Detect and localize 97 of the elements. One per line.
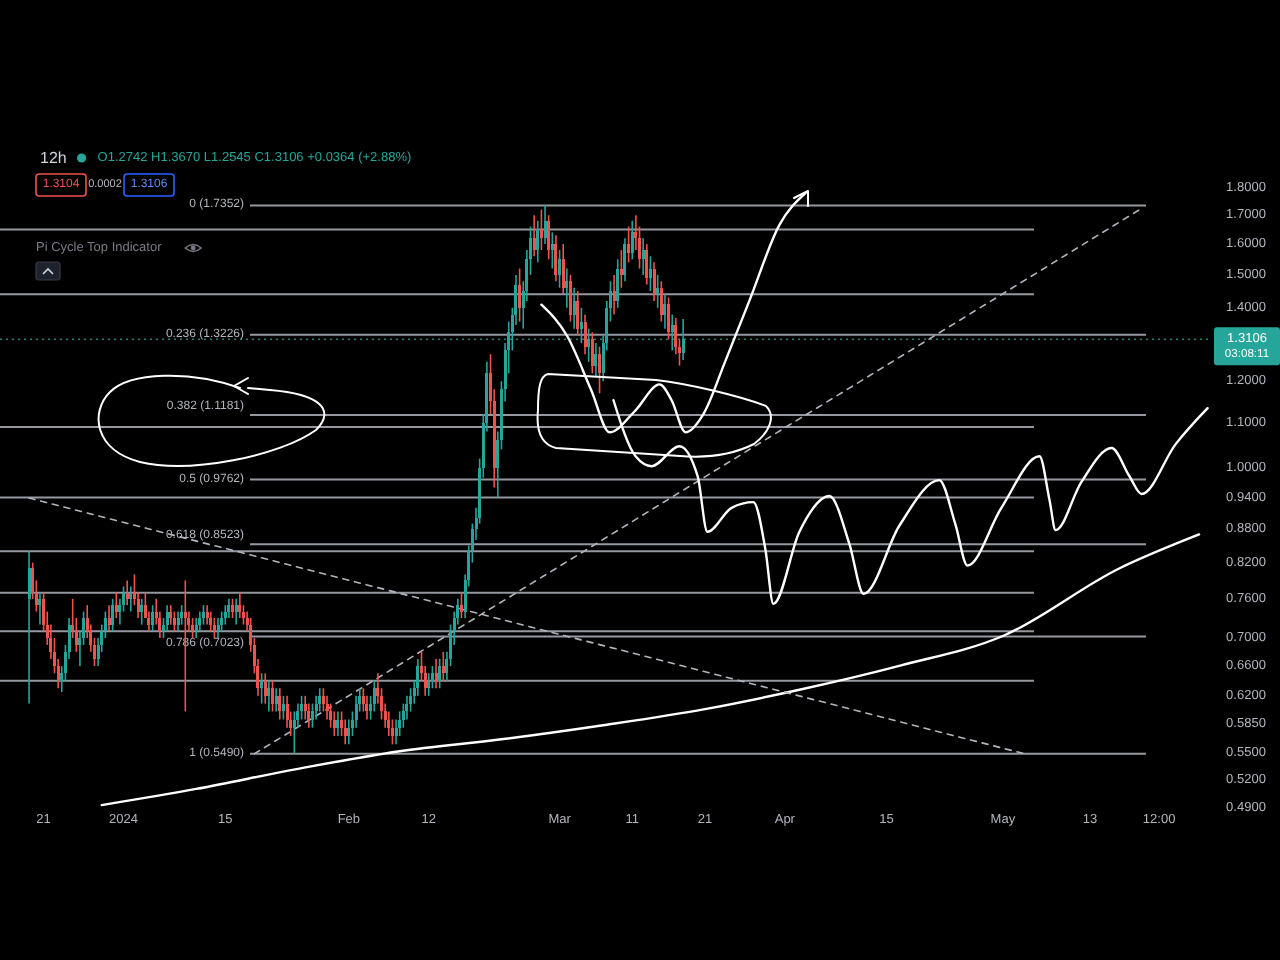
candlestick xyxy=(114,591,118,619)
candlestick xyxy=(565,267,569,309)
candlestick xyxy=(645,243,649,286)
candlestick xyxy=(576,290,580,337)
candlestick xyxy=(619,249,623,289)
candlestick xyxy=(220,610,224,633)
candlestick xyxy=(201,604,205,626)
candlestick xyxy=(310,702,314,729)
candlestick xyxy=(568,274,572,323)
candlestick xyxy=(169,604,173,626)
candlestick xyxy=(260,672,264,705)
candlestick xyxy=(532,214,536,257)
candlestick xyxy=(561,243,565,296)
candlestick xyxy=(278,687,282,721)
candlestick xyxy=(231,598,235,619)
candlestick xyxy=(343,718,347,746)
candlestick xyxy=(318,687,322,713)
candlestick xyxy=(212,617,216,639)
candlestick xyxy=(129,585,133,613)
candlestick xyxy=(663,293,667,330)
candlestick xyxy=(347,718,351,746)
candlestick xyxy=(332,710,336,737)
candlestick xyxy=(434,658,438,690)
candlestick xyxy=(536,220,540,264)
candlestick xyxy=(372,679,376,713)
candlestick xyxy=(191,617,195,639)
candlestick xyxy=(238,591,242,619)
candlestick xyxy=(216,617,220,639)
candlestick xyxy=(271,679,275,713)
candlestick xyxy=(223,604,227,626)
candlestick xyxy=(165,604,169,633)
candlestick xyxy=(550,231,554,270)
candlestick xyxy=(361,687,365,713)
candlestick xyxy=(409,687,413,713)
candlestick xyxy=(198,610,202,633)
candlestick xyxy=(659,280,663,323)
candlestick xyxy=(27,550,31,705)
candlestick xyxy=(387,710,391,737)
candlestick xyxy=(641,237,645,276)
candlestick xyxy=(140,598,144,626)
candlestick xyxy=(209,610,213,633)
candlestick xyxy=(234,598,238,626)
candlestick xyxy=(430,665,434,690)
candlestick xyxy=(539,208,543,251)
candlestick xyxy=(459,591,463,619)
candlestick xyxy=(111,598,115,633)
candlestick xyxy=(398,710,402,737)
candlestick xyxy=(547,214,551,261)
candlestick xyxy=(147,610,151,633)
candlestick xyxy=(438,658,442,690)
candlestick xyxy=(321,687,325,713)
candlestick xyxy=(623,237,627,283)
candlestick xyxy=(656,274,660,309)
candlestick xyxy=(572,286,576,330)
candlestick xyxy=(648,255,652,292)
candlestick xyxy=(151,604,155,633)
candlestick xyxy=(630,220,634,261)
candlestick xyxy=(427,672,431,697)
candlestick xyxy=(612,274,616,316)
candlestick xyxy=(583,313,587,355)
candlestick xyxy=(227,598,231,619)
candlestick xyxy=(340,710,344,737)
candlestick xyxy=(558,249,562,289)
candlestick xyxy=(183,579,187,713)
candlestick xyxy=(401,702,405,729)
candlestick xyxy=(205,604,209,626)
candlestick xyxy=(292,710,296,755)
candlestick xyxy=(627,225,631,264)
candlestick xyxy=(390,718,394,746)
candlestick xyxy=(329,702,333,729)
candlestick xyxy=(441,651,445,682)
candlestick xyxy=(274,687,278,713)
candlestick xyxy=(180,604,184,626)
candlestick xyxy=(107,604,111,633)
candlestick xyxy=(336,710,340,737)
candlestick xyxy=(598,345,602,395)
candlestick xyxy=(543,204,547,245)
candlestick xyxy=(590,331,594,375)
candlestick xyxy=(652,261,656,302)
candlestick xyxy=(554,234,558,283)
candlestick xyxy=(172,610,176,633)
candlestick xyxy=(267,679,271,713)
candlestick xyxy=(194,617,198,639)
candlestick xyxy=(616,258,620,309)
candlestick xyxy=(416,658,420,697)
chart-title: 12h xyxy=(40,149,67,167)
candlestick xyxy=(263,672,267,705)
candlestick xyxy=(285,695,289,729)
candlestick xyxy=(38,591,42,626)
candlestick xyxy=(394,718,398,746)
candlestick xyxy=(518,267,522,323)
line-series xyxy=(100,533,1201,807)
candlestick xyxy=(354,695,358,729)
candlestick xyxy=(307,702,311,729)
candlestick xyxy=(176,610,180,633)
candlestick xyxy=(125,579,129,606)
candlestick xyxy=(667,296,671,341)
